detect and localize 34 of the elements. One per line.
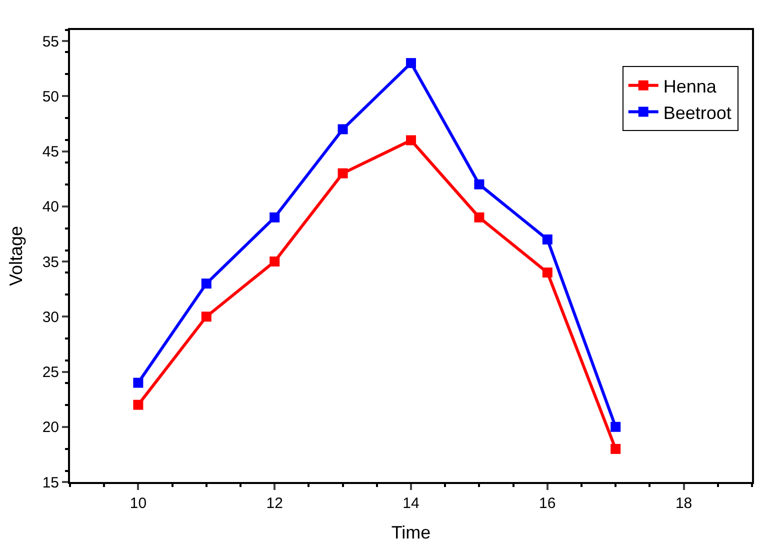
point (610, 444, 621, 454)
point (542, 234, 552, 244)
point (201, 312, 212, 322)
point (270, 212, 280, 222)
y-tick-label: 50 (42, 88, 59, 106)
x-tick-label: 16 (539, 495, 556, 512)
x-tick-label: 12 (266, 495, 283, 512)
y-tick-label: 20 (42, 419, 59, 436)
point (133, 400, 144, 410)
legend-label: Henna (663, 76, 718, 96)
y-tick-label: 45 (42, 144, 59, 161)
y-tick-label: 30 (42, 308, 59, 326)
y-tick-label: 15 (42, 474, 59, 492)
y-axis-title: Voltage (6, 226, 26, 286)
y-tick-label: 25 (42, 364, 59, 382)
point (474, 179, 484, 190)
x-tick-label: 10 (130, 495, 147, 512)
legend-label: Beetroot (663, 102, 732, 123)
point (338, 124, 348, 134)
point (133, 378, 144, 388)
y-tick-label: 55 (42, 33, 59, 50)
y-tick-label: 40 (42, 198, 59, 216)
point (406, 135, 416, 146)
point (474, 212, 484, 222)
x-tick-label: 14 (402, 495, 420, 512)
point (201, 278, 212, 289)
point (338, 168, 348, 178)
point (406, 58, 416, 68)
point (542, 268, 552, 278)
point (610, 422, 621, 432)
x-axis-title: Time (391, 522, 431, 543)
x-tick-label: 18 (675, 495, 692, 512)
point (270, 256, 280, 267)
y-tick-label: 35 (42, 254, 59, 271)
